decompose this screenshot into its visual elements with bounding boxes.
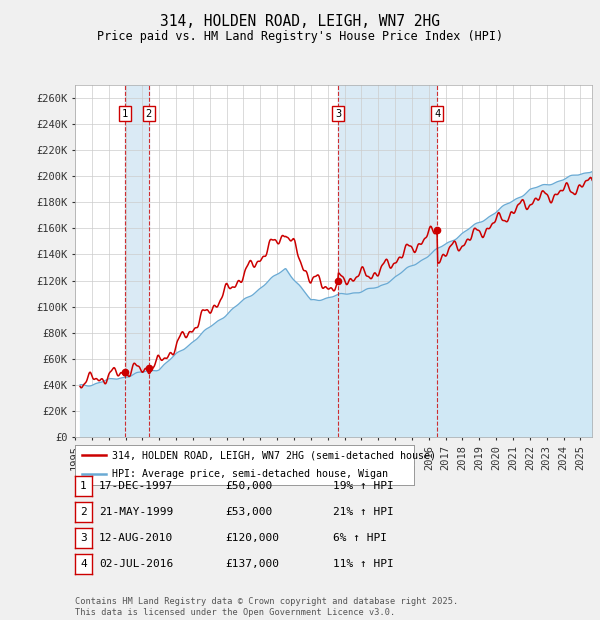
Text: 12-AUG-2010: 12-AUG-2010 bbox=[99, 533, 173, 543]
Text: 02-JUL-2016: 02-JUL-2016 bbox=[99, 559, 173, 569]
Text: 2: 2 bbox=[80, 507, 87, 517]
Text: Contains HM Land Registry data © Crown copyright and database right 2025.
This d: Contains HM Land Registry data © Crown c… bbox=[75, 598, 458, 617]
Text: 19% ↑ HPI: 19% ↑ HPI bbox=[333, 480, 394, 491]
Text: 21-MAY-1999: 21-MAY-1999 bbox=[99, 507, 173, 517]
Text: 3: 3 bbox=[335, 108, 341, 118]
Bar bbox=[125, 85, 149, 437]
Text: 17-DEC-1997: 17-DEC-1997 bbox=[99, 480, 173, 491]
Text: 1: 1 bbox=[122, 108, 128, 118]
Text: 6% ↑ HPI: 6% ↑ HPI bbox=[333, 533, 387, 543]
Text: 1: 1 bbox=[80, 480, 87, 491]
Bar bbox=[338, 85, 437, 437]
Text: 2: 2 bbox=[146, 108, 152, 118]
Text: £53,000: £53,000 bbox=[225, 507, 272, 517]
Text: 4: 4 bbox=[80, 559, 87, 569]
Text: £50,000: £50,000 bbox=[225, 480, 272, 491]
Text: 314, HOLDEN ROAD, LEIGH, WN7 2HG (semi-detached house): 314, HOLDEN ROAD, LEIGH, WN7 2HG (semi-d… bbox=[112, 450, 436, 461]
Text: 21% ↑ HPI: 21% ↑ HPI bbox=[333, 507, 394, 517]
Text: 4: 4 bbox=[434, 108, 440, 118]
Text: £137,000: £137,000 bbox=[225, 559, 279, 569]
Text: 11% ↑ HPI: 11% ↑ HPI bbox=[333, 559, 394, 569]
Text: 3: 3 bbox=[80, 533, 87, 543]
Text: HPI: Average price, semi-detached house, Wigan: HPI: Average price, semi-detached house,… bbox=[112, 469, 388, 479]
Text: Price paid vs. HM Land Registry's House Price Index (HPI): Price paid vs. HM Land Registry's House … bbox=[97, 30, 503, 43]
Text: £120,000: £120,000 bbox=[225, 533, 279, 543]
Text: 314, HOLDEN ROAD, LEIGH, WN7 2HG: 314, HOLDEN ROAD, LEIGH, WN7 2HG bbox=[160, 14, 440, 29]
